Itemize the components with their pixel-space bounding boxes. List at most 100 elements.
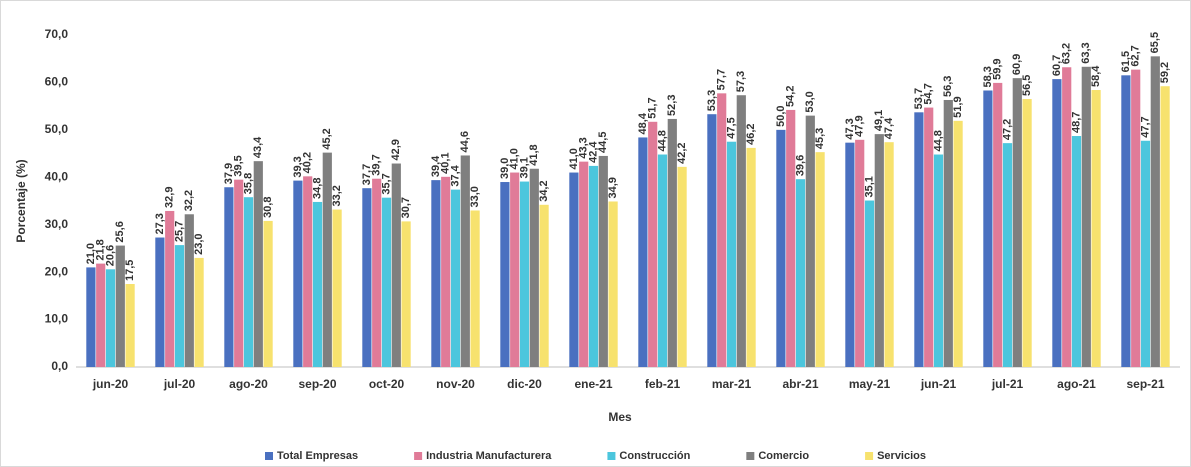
value-label: 52,3 [666, 95, 678, 116]
value-label: 51,9 [952, 96, 964, 117]
bar [776, 129, 786, 367]
value-label: 33,2 [331, 185, 343, 206]
bar [125, 284, 135, 367]
bar [539, 204, 549, 367]
value-label: 61,5 [1120, 51, 1132, 72]
bar [943, 99, 953, 367]
legend-label: Servicios [877, 450, 926, 462]
bar [795, 179, 806, 367]
bar [105, 269, 116, 367]
value-label: 60,7 [1051, 55, 1063, 76]
bar [391, 163, 401, 367]
bar [510, 172, 520, 367]
value-label: 46,2 [745, 123, 757, 144]
value-label: 21,8 [95, 239, 107, 260]
value-label: 47,9 [854, 115, 866, 136]
value-label: 44,5 [597, 132, 609, 153]
bar [450, 189, 461, 367]
value-label: 63,2 [1061, 43, 1073, 64]
value-label: 30,7 [400, 197, 412, 218]
value-label: 43,4 [252, 136, 264, 158]
bar [786, 109, 796, 368]
value-label: 50,0 [775, 105, 787, 126]
value-label: 23,0 [193, 233, 205, 254]
value-label: 44,8 [656, 130, 668, 151]
bar [441, 176, 451, 367]
value-label: 57,7 [716, 69, 728, 90]
bar [993, 82, 1003, 367]
bar [381, 197, 392, 367]
y-tick-label: 30,0 [45, 217, 69, 231]
value-label: 51,7 [647, 97, 659, 118]
bar [332, 209, 342, 367]
y-tick-label: 20,0 [45, 264, 69, 278]
bar [184, 214, 194, 367]
bar [1052, 79, 1062, 367]
bar [224, 187, 234, 367]
value-label: 34,8 [311, 178, 323, 199]
value-label: 53,7 [913, 88, 925, 109]
y-tick-label: 0,0 [51, 359, 68, 373]
value-label: 56,3 [942, 76, 954, 97]
value-label: 48,4 [637, 112, 649, 134]
y-tick-label: 60,0 [45, 75, 69, 89]
value-label: 34,2 [538, 180, 550, 201]
bar [1022, 99, 1032, 368]
bar [677, 166, 687, 367]
x-tick-label: ago-20 [229, 377, 268, 391]
bar [726, 141, 737, 367]
value-label: 42,2 [676, 142, 688, 163]
y-tick-label: 70,0 [45, 27, 69, 41]
bar [933, 154, 944, 367]
value-label: 35,7 [380, 173, 392, 194]
legend-label: Comercio [758, 450, 809, 462]
x-tick-label: sep-20 [298, 377, 336, 391]
y-tick-label: 10,0 [45, 312, 69, 326]
x-axis-label: Mes [608, 410, 632, 424]
bar [608, 201, 618, 367]
bar [845, 142, 855, 367]
value-label: 58,4 [1090, 65, 1102, 87]
value-label: 37,7 [361, 164, 373, 185]
value-label: 40,2 [302, 152, 314, 173]
y-tick-label: 50,0 [45, 122, 69, 136]
bar [579, 161, 589, 367]
value-label: 62,7 [1130, 45, 1142, 66]
value-label: 39,4 [430, 155, 442, 177]
legend-label: Industria Manufacturera [426, 450, 552, 462]
legend-label: Construcción [619, 450, 690, 462]
value-label: 49,1 [873, 110, 885, 131]
value-label: 58,3 [982, 66, 994, 87]
value-label: 33,0 [469, 186, 481, 207]
bar [362, 188, 372, 367]
value-label: 65,5 [1149, 32, 1161, 53]
bar [96, 263, 106, 367]
value-label: 44,8 [932, 130, 944, 151]
legend-swatch [607, 452, 616, 460]
value-label: 47,4 [883, 117, 895, 139]
value-label: 39,5 [233, 155, 245, 176]
value-label: 39,6 [794, 155, 806, 176]
bar [431, 180, 441, 367]
bar [529, 168, 539, 367]
bar [1071, 136, 1082, 367]
value-label: 47,2 [1001, 119, 1013, 140]
y-tick-label: 40,0 [45, 169, 69, 183]
bar [470, 210, 480, 367]
value-label: 59,9 [992, 58, 1004, 79]
value-label: 41,8 [528, 144, 540, 165]
x-tick-label: sep-21 [1126, 377, 1164, 391]
value-label: 39,0 [499, 158, 511, 179]
legend-swatch [746, 452, 755, 460]
bar [243, 197, 254, 367]
bar [115, 245, 125, 367]
bar [569, 172, 579, 367]
bar [667, 118, 677, 367]
value-label: 53,3 [706, 90, 718, 111]
value-label: 48,7 [1070, 112, 1082, 133]
value-label: 27,3 [154, 213, 166, 234]
bar [174, 245, 185, 367]
value-label: 40,1 [440, 152, 452, 173]
bar [746, 147, 756, 367]
